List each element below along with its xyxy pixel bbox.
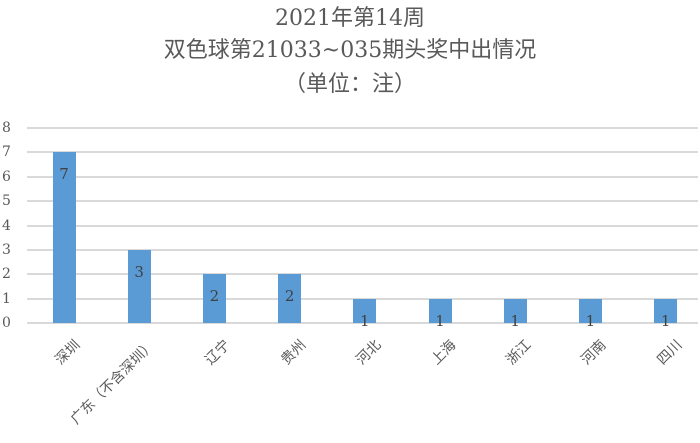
bar-value-label: 7	[59, 165, 69, 184]
x-tick-label: 河北	[353, 337, 385, 369]
y-tick-label: 5	[2, 193, 11, 210]
bar-value-label: 1	[510, 311, 520, 330]
y-tick-label: 4	[2, 217, 11, 234]
y-tick-label: 0	[2, 315, 11, 331]
y-tick-label: 7	[2, 144, 11, 161]
bar-value-label: 1	[585, 311, 596, 330]
gridline	[27, 273, 698, 276]
x-tick-label: 上海	[428, 337, 460, 369]
gridline	[27, 127, 698, 129]
bar	[52, 152, 76, 323]
x-tick-label: 深圳	[52, 337, 84, 369]
x-tick-label: 辽宁	[202, 337, 234, 369]
bar	[127, 249, 151, 323]
bar-value-label: 2	[209, 287, 220, 306]
bar	[278, 274, 302, 323]
bar-value-label: 1	[435, 311, 445, 330]
x-tick-label: 四川	[653, 337, 686, 369]
gridline	[27, 151, 698, 154]
bar-value-label: 1	[660, 311, 671, 330]
bar	[353, 298, 377, 323]
gridline	[27, 248, 698, 251]
bar	[654, 298, 678, 323]
x-axis-line	[27, 322, 698, 324]
y-tick-label: 2	[2, 266, 11, 283]
chart-subtitle: 双色球第21033~035期头奖中出情况	[163, 38, 537, 63]
bar	[578, 298, 602, 323]
x-tick-label: 河南	[578, 337, 610, 369]
gridline	[27, 224, 698, 227]
chart-title: 2021年第14周	[275, 6, 425, 31]
bar	[202, 274, 226, 323]
y-tick-label: 3	[2, 241, 11, 258]
y-tick-label: 1	[2, 290, 11, 307]
y-tick-label: 6	[2, 168, 11, 185]
bar-value-label: 1	[360, 311, 370, 330]
gridline	[27, 175, 698, 178]
chart-unit-note: （单位：注）	[283, 72, 416, 97]
x-tick-label: 浙江	[503, 337, 535, 369]
bar-value-label: 2	[284, 287, 295, 306]
bar	[428, 298, 452, 323]
bar-value-label: 3	[134, 262, 144, 281]
y-tick-label: 8	[2, 120, 11, 136]
bar	[503, 298, 527, 323]
gridline	[27, 200, 698, 203]
x-tick-label: 贵州	[277, 337, 310, 369]
